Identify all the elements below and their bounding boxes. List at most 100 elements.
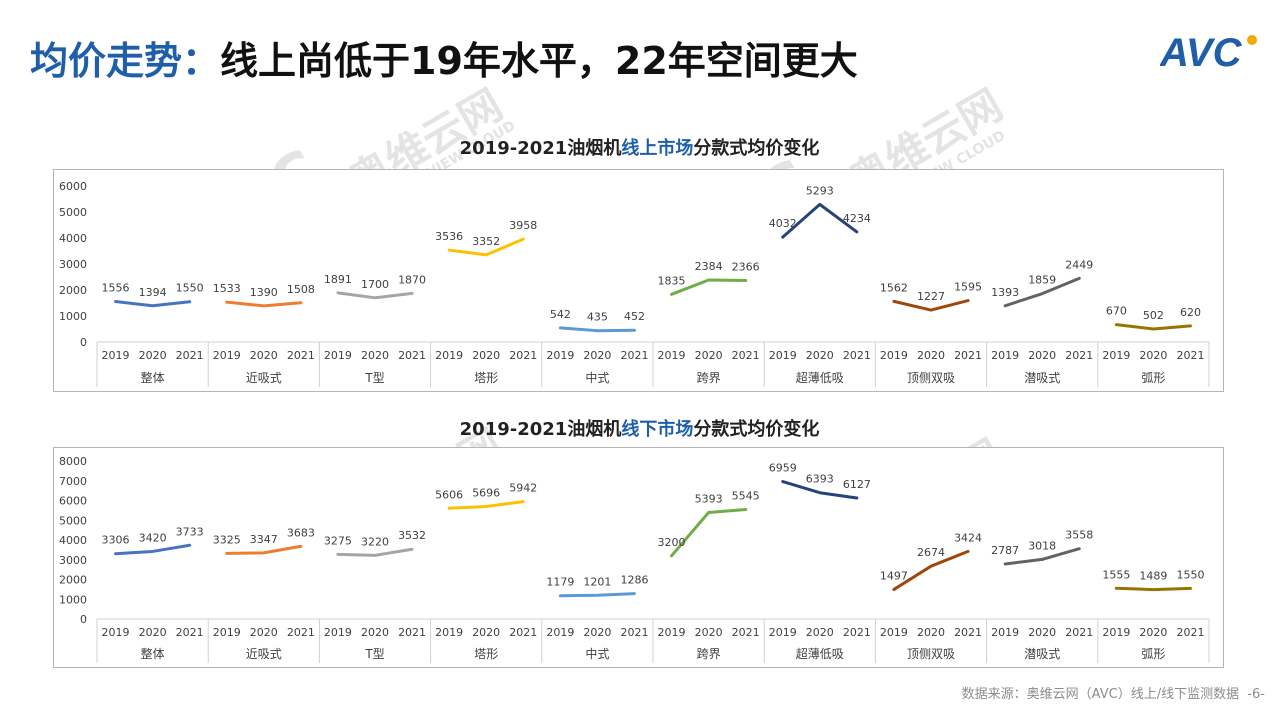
online-year-label: 2021: [620, 349, 648, 362]
offline-data-label: 1550: [1176, 568, 1204, 581]
online-year-label: 2019: [880, 349, 908, 362]
offline-year-label: 2021: [843, 626, 871, 639]
offline-year-label: 2021: [287, 626, 315, 639]
offline-series-line-1: [114, 543, 192, 556]
online-year-label: 2020: [695, 349, 723, 362]
offline-year-label: 2021: [732, 626, 760, 639]
online-y-tick-label: 6000: [59, 180, 87, 193]
online-year-label: 2021: [398, 349, 426, 362]
offline-series-line-7: [781, 480, 859, 500]
offline-data-label: 5545: [732, 489, 760, 502]
online-y-tick-label: 1000: [59, 310, 87, 323]
offline-data-label: 5696: [472, 487, 500, 500]
offline-data-label: 5942: [509, 482, 537, 495]
offline-data-label: 6959: [769, 462, 797, 475]
online-category-label: 超薄低吸: [796, 370, 844, 385]
offline-chart-title: 2019-2021油烟机线下市场分款式均价变化: [0, 415, 1279, 441]
online-data-label: 1556: [102, 282, 130, 295]
offline-data-label: 3220: [361, 535, 389, 548]
offline-chart-title-highlight: 线下市场: [621, 419, 694, 440]
online-series-line-5: [558, 326, 636, 333]
offline-year-label: 2020: [583, 626, 611, 639]
online-year-label: 2020: [917, 349, 945, 362]
offline-year-label: 2021: [1065, 626, 1093, 639]
offline-data-label: 3558: [1065, 529, 1093, 542]
online-year-label: 2021: [176, 349, 204, 362]
online-chart-title: 2019-2021油烟机线上市场分款式均价变化: [0, 134, 1279, 160]
offline-data-label: 3018: [1028, 539, 1056, 552]
offline-chart-title-suffix: 分款式均价变化: [693, 419, 820, 440]
online-category-label: 近吸式: [246, 371, 282, 385]
offline-year-label: 2021: [1176, 626, 1204, 639]
online-category-label: T型: [364, 371, 384, 385]
online-series-line-7: [781, 202, 859, 239]
offline-year-label: 2020: [139, 626, 167, 639]
online-year-label: 2021: [843, 349, 871, 362]
online-series-line-8: [892, 299, 970, 312]
online-category-label: 弧形: [1141, 371, 1165, 385]
online-y-tick-label: 3000: [59, 258, 87, 271]
online-chart-svg: 0 1000 2000 3000 4000 5000 6000 1556 1394 1550 201…: [59, 180, 1210, 387]
online-year-label: 2020: [583, 349, 611, 362]
online-year-label: 2020: [1028, 349, 1056, 362]
online-chart: 0 1000 2000 3000 4000 5000 6000 1556 1394 1550 201…: [53, 169, 1224, 392]
offline-series-line-2: [225, 544, 303, 555]
online-data-label: 502: [1143, 309, 1164, 322]
offline-data-label: 3424: [954, 531, 982, 544]
offline-y-tick-label: 7000: [59, 475, 87, 488]
offline-data-label: 3306: [102, 534, 130, 547]
offline-y-tick-label: 4000: [59, 534, 87, 547]
offline-series-line-9: [1003, 547, 1081, 566]
offline-year-label: 2019: [769, 626, 797, 639]
online-year-label: 2019: [991, 349, 1019, 362]
offline-data-label: 3733: [176, 525, 204, 538]
online-data-label: 1550: [176, 282, 204, 295]
online-year-label: 2019: [769, 349, 797, 362]
offline-year-label: 2019: [213, 626, 241, 639]
online-year-label: 2019: [102, 349, 130, 362]
online-year-label: 2020: [472, 349, 500, 362]
online-data-label: 1891: [324, 273, 352, 286]
online-series-line-2: [225, 300, 303, 308]
online-year-label: 2019: [324, 349, 352, 362]
offline-year-label: 2020: [806, 626, 834, 639]
online-series-line-1: [114, 300, 192, 308]
offline-year-label: 2019: [1102, 626, 1130, 639]
online-data-label: 1835: [658, 274, 686, 287]
offline-data-label: 3347: [250, 533, 278, 546]
online-year-label: 2021: [287, 349, 315, 362]
offline-data-label: 1201: [583, 575, 611, 588]
offline-series-line-10: [1114, 586, 1192, 592]
online-data-label: 542: [550, 308, 571, 321]
offline-year-label: 2020: [361, 626, 389, 639]
online-category-label: 潜吸式: [1024, 371, 1060, 385]
online-year-label: 2021: [1065, 349, 1093, 362]
online-year-label: 2020: [139, 349, 167, 362]
offline-year-label: 2019: [102, 626, 130, 639]
offline-chart-title-prefix: 2019-2021油烟机: [459, 419, 622, 440]
offline-series-line-8: [892, 549, 970, 591]
offline-data-label: 2787: [991, 544, 1019, 557]
offline-y-tick-label: 0: [80, 613, 87, 626]
online-data-label: 3958: [509, 219, 537, 232]
offline-year-label: 2020: [1028, 626, 1056, 639]
online-year-label: 2019: [435, 349, 463, 362]
online-category-label: 中式: [585, 370, 609, 385]
page-title: 均价走势：线上尚低于19年水平，22年空间更大: [30, 30, 858, 85]
offline-category-label: 塔形: [474, 647, 498, 661]
online-data-label: 5293: [806, 184, 834, 197]
online-year-label: 2021: [732, 349, 760, 362]
offline-category-label: 近吸式: [246, 647, 282, 661]
online-year-label: 2020: [361, 349, 389, 362]
online-y-tick-label: 0: [80, 336, 87, 349]
online-y-tick-label: 2000: [59, 284, 87, 297]
offline-data-label: 6393: [806, 473, 834, 486]
offline-year-label: 2019: [435, 626, 463, 639]
offline-year-label: 2020: [1139, 626, 1167, 639]
offline-series-line-4: [447, 500, 525, 510]
logo-dot-icon: [1247, 35, 1257, 45]
offline-data-label: 5606: [435, 488, 463, 501]
online-data-label: 4234: [843, 212, 871, 225]
online-series-line-4: [447, 237, 525, 257]
offline-year-label: 2019: [658, 626, 686, 639]
